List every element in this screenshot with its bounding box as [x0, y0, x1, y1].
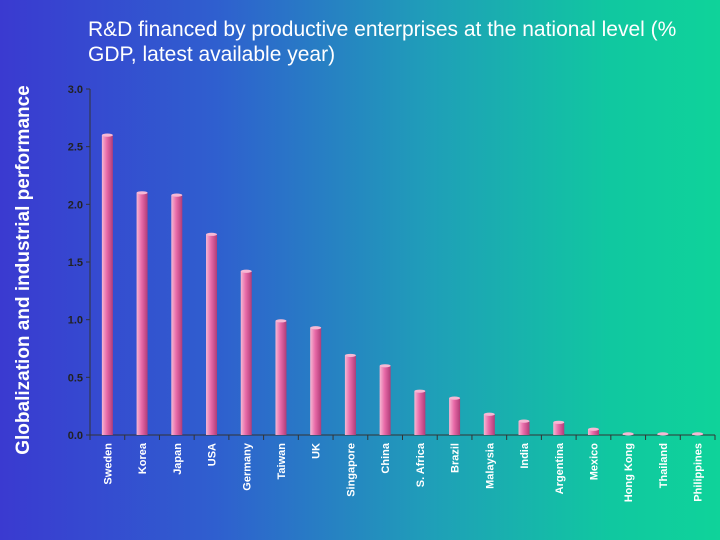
category-label: Mexico: [588, 443, 600, 481]
bar-malaysia: [483, 414, 495, 435]
bar-top: [657, 432, 669, 436]
bar-germany: [240, 271, 252, 435]
category-label: Argentina: [554, 442, 566, 494]
y-tick-label: 1.0: [68, 315, 83, 327]
bar-argentina: [553, 422, 565, 435]
y-tick-label: 2.0: [68, 199, 83, 211]
y-tick-label: 2.5: [68, 142, 83, 154]
bar-top: [171, 193, 183, 197]
bar-usa: [206, 234, 218, 435]
bar-top: [587, 427, 599, 431]
category-label: Singapore: [345, 443, 357, 497]
bar-top: [206, 232, 218, 236]
category-label: Thailand: [658, 443, 670, 488]
bar-top: [483, 412, 495, 416]
bar-brazil: [449, 398, 461, 435]
category-label: Sweden: [102, 443, 114, 485]
category-label: India: [519, 442, 531, 469]
bar-s-africa: [414, 391, 426, 435]
bar-top: [379, 364, 391, 368]
bar-top: [518, 419, 530, 423]
bar-taiwan: [275, 320, 287, 435]
bar-top: [692, 432, 704, 436]
bar-mexico: [587, 429, 599, 435]
category-label: Korea: [137, 442, 149, 474]
category-label: Philippines: [693, 443, 705, 502]
category-label: Germany: [241, 442, 253, 491]
category-label: Hong Kong: [623, 443, 635, 502]
bar-singapore: [344, 355, 356, 435]
bar-top: [101, 133, 113, 137]
bar-top: [622, 432, 634, 436]
y-tick-label: 3.0: [68, 84, 83, 96]
bar-korea: [136, 192, 148, 435]
chart-axes: [86, 88, 716, 440]
category-label: China: [380, 442, 392, 473]
category-label: Brazil: [450, 443, 462, 473]
category-label: USA: [207, 443, 219, 466]
chart-title: R&D financed by productive enterprises a…: [88, 18, 677, 66]
bar-top: [310, 326, 322, 330]
bar-top: [275, 319, 287, 323]
bar-india: [518, 421, 530, 435]
category-label: S. Africa: [415, 442, 427, 487]
y-tick-label: 0.0: [68, 430, 83, 442]
bar-japan: [171, 195, 183, 435]
bar-top: [240, 269, 252, 273]
bar-top: [553, 420, 565, 424]
category-label: Taiwan: [276, 443, 288, 480]
chart-bars: [101, 133, 704, 436]
category-label: Malaysia: [484, 442, 496, 489]
bar-top: [414, 389, 426, 393]
category-label: Japan: [172, 443, 184, 475]
bar-top: [136, 191, 148, 195]
bar-top: [449, 396, 461, 400]
chart-labels: 0.0 0.5 1.0 1.5 2.0 2.5 3.0 Sweden Korea Japan USA…: [68, 84, 705, 502]
bar-uk: [310, 327, 322, 435]
y-tick-label: 1.5: [68, 257, 83, 269]
y-tick-label: 0.5: [68, 372, 83, 384]
bar-sweden: [101, 135, 113, 435]
bar-china: [379, 365, 391, 435]
bar-top: [344, 353, 356, 358]
category-label: UK: [311, 443, 323, 459]
